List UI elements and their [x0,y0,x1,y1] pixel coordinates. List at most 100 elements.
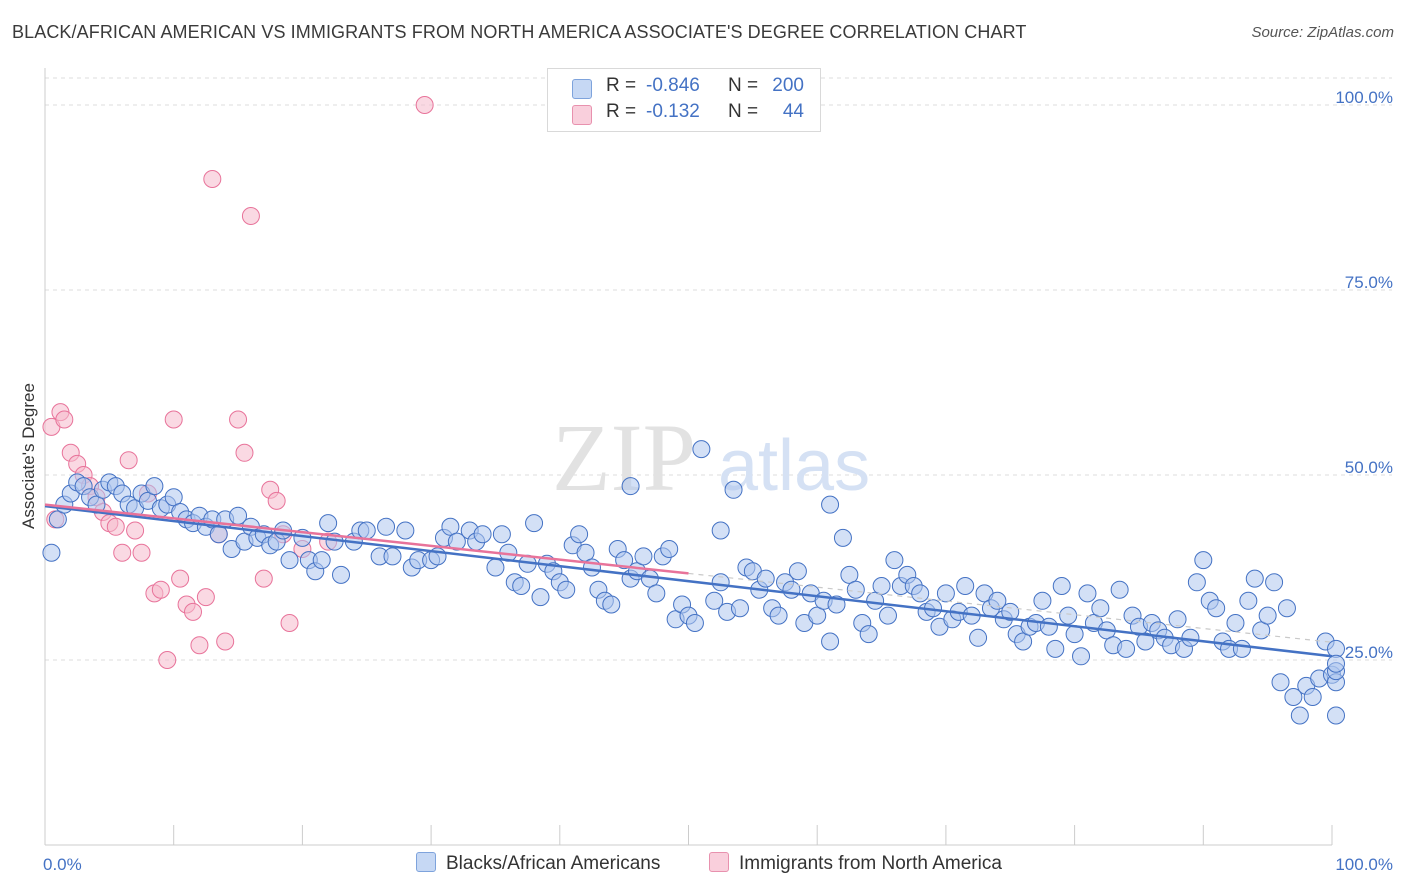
data-point-immigrants [190,636,209,655]
legend-swatch-blue [416,852,436,872]
data-point-blacks [525,514,544,533]
data-point-blacks [396,521,415,540]
data-point-blacks [969,628,988,647]
data-point-blacks [756,569,775,588]
data-point-blacks [447,532,466,551]
data-point-blacks [1327,706,1345,725]
watermark-zip: ZIP [552,404,696,511]
data-point-blacks [280,551,299,570]
data-point-blacks [788,562,807,581]
data-point-blacks [332,565,351,584]
trend-line-blacks [44,504,1333,658]
data-point-blacks [634,547,653,566]
data-point-immigrants [119,451,138,470]
data-point-blacks [145,477,164,496]
trend-line-immigrants-extension [688,572,1333,643]
data-point-blacks [827,595,846,614]
data-point-immigrants [203,170,222,188]
data-point-blacks [602,595,621,614]
data-point-blacks [1265,573,1284,592]
y-tick-label: 25.0% [1345,643,1393,662]
watermark: ZIP atlas [552,404,870,511]
data-point-blacks [647,584,666,603]
data-point-blacks [1194,551,1213,570]
data-point-immigrants [126,521,145,540]
data-point-blacks [621,477,640,496]
data-point-blacks [1136,632,1155,651]
data-point-blacks [1258,606,1277,625]
data-point-immigrants [267,491,286,510]
data-point-blacks [492,525,511,544]
data-point-immigrants [151,580,170,599]
data-point-blacks [557,580,576,599]
watermark-atlas: atlas [718,426,870,506]
y-axis-label: Associate's Degree [19,383,38,529]
data-point-blacks [1046,639,1065,658]
data-point-immigrants [235,443,254,462]
data-point-blacks [1039,617,1058,636]
data-point-blacks [988,591,1007,610]
legend-item-blacks[interactable]: Blacks/African Americans [416,852,660,878]
data-point-blacks [769,606,788,625]
x-ticks [173,825,1333,845]
data-point-blacks [833,528,852,547]
data-point-blacks [1303,688,1322,706]
trend-lines [44,503,1333,658]
data-point-blacks [1117,639,1136,658]
data-point-blacks [911,584,930,603]
data-point-blacks [705,591,724,610]
data-point-immigrants [106,517,125,536]
data-point-blacks [956,577,975,595]
data-point-blacks [711,521,730,540]
data-point-blacks [859,625,878,644]
data-point-immigrants [196,588,215,607]
data-point-immigrants [241,207,260,225]
data-point-blacks [885,551,904,570]
data-point-blacks [846,580,865,599]
data-point-blacks [1014,632,1033,651]
data-point-blacks [1187,573,1206,592]
data-point-immigrants [113,543,132,562]
data-point-blacks [1091,599,1110,618]
data-point-immigrants [280,614,299,632]
data-point-blacks [1059,606,1078,625]
source-label: Source: ZipAtlas.com [1251,24,1394,41]
data-point-blacks [473,525,492,544]
data-point-immigrants [132,543,151,562]
data-point-immigrants [171,569,190,588]
data-point-blacks [872,577,891,595]
data-point-blacks [441,517,460,536]
data-point-blacks [164,488,183,507]
data-point-blacks [1226,614,1245,632]
chart-title: BLACK/AFRICAN AMERICAN VS IMMIGRANTS FRO… [12,22,1027,42]
data-point-blacks [1001,602,1020,621]
data-point-blacks [936,584,955,603]
data-point-blacks [319,514,338,533]
data-point-blacks [312,551,331,570]
legend-swatch-blue [572,79,592,99]
legend-label-immigrants: Immigrants from North America [739,853,1002,874]
data-point-blacks [685,614,704,632]
legend-n-label: N = [728,75,759,96]
y-tick-label: 75.0% [1345,273,1393,292]
data-point-blacks [1327,654,1345,673]
data-point-blacks [1033,591,1052,610]
data-point-blacks [486,558,505,577]
x-tick-label-max: 100.0% [1335,855,1393,874]
data-point-immigrants [254,569,273,588]
y-tick-labels: 25.0% 50.0% 75.0% 100.0% [1335,88,1393,662]
legend-item-immigrants[interactable]: Immigrants from North America [709,852,1002,878]
data-point-blacks [615,551,634,570]
legend-r-label: R = [606,101,637,122]
data-point-blacks [357,521,376,540]
data-point-blacks [1072,647,1091,666]
legend-n-label: N = [728,101,759,122]
legend-n-value: 44 [782,101,804,122]
legend-r-value: -0.846 [646,75,700,96]
legend-r-label: R = [606,75,637,96]
data-point-blacks [782,580,801,599]
data-point-blacks [1245,569,1264,588]
y-tick-label: 50.0% [1345,458,1393,477]
data-point-blacks [1207,599,1226,618]
